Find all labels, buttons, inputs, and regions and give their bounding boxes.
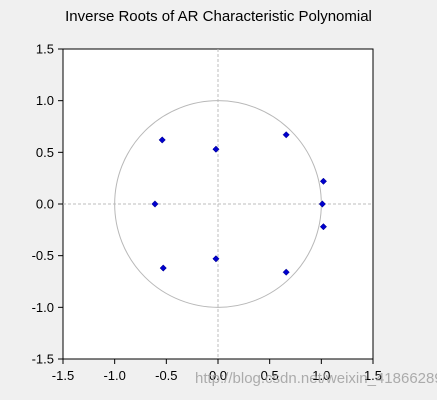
x-tick-label: 1.0 — [312, 368, 330, 383]
y-tick-label: -0.5 — [32, 248, 54, 263]
root-point — [151, 200, 159, 208]
x-tick-label: -0.5 — [155, 368, 177, 383]
x-tick-label: -1.5 — [52, 368, 74, 383]
y-axis: -1.5 -1.0 -0.5 0.0 0.5 1.0 1.5 — [32, 42, 63, 367]
y-tick-label: 0.0 — [36, 197, 54, 212]
x-axis: -1.5 -1.0 -0.5 0.0 0.5 1.0 1.5 — [52, 359, 382, 383]
root-point — [212, 255, 220, 263]
x-tick-label: 0.0 — [209, 368, 227, 383]
x-tick-label: 0.5 — [261, 368, 279, 383]
root-point — [282, 268, 290, 276]
root-point — [319, 223, 327, 231]
root-point — [318, 200, 326, 208]
y-tick-label: -1.0 — [32, 300, 54, 315]
x-tick-label: 1.5 — [364, 368, 382, 383]
root-point — [282, 131, 290, 139]
y-tick-label: -1.5 — [32, 352, 54, 367]
root-point — [159, 264, 167, 272]
y-tick-label: 1.5 — [36, 42, 54, 57]
chart-title: Inverse Roots of AR Characteristic Polyn… — [65, 8, 372, 25]
root-point — [319, 177, 327, 185]
root-point — [158, 136, 166, 144]
watermark: http://blog.csdn.net/weixin_41866289 — [195, 370, 437, 387]
y-tick-label: 0.5 — [36, 145, 54, 160]
root-point — [212, 145, 220, 153]
root-points — [151, 131, 327, 276]
x-tick-label: -1.0 — [103, 368, 125, 383]
y-tick-label: 1.0 — [36, 93, 54, 108]
